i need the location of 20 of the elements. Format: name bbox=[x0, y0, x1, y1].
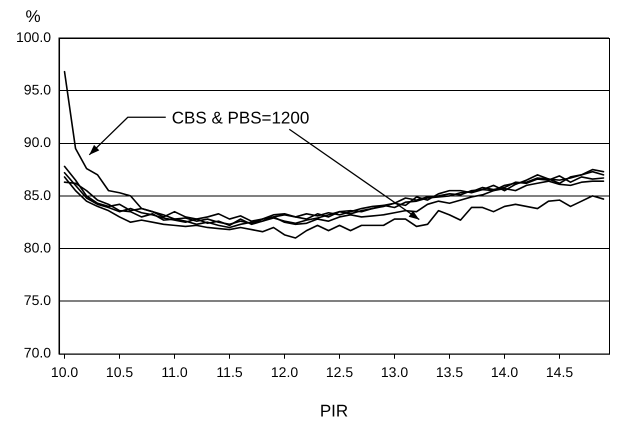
x-tick-label: 10.0 bbox=[50, 364, 78, 380]
y-tick-label: 70.0 bbox=[24, 344, 52, 361]
y-tick-label: 100.0 bbox=[16, 28, 52, 45]
x-tick-label: 13.0 bbox=[380, 364, 408, 380]
x-tick-label: 11.5 bbox=[216, 364, 243, 380]
y-tick-label: 75.0 bbox=[24, 292, 52, 308]
x-tick-label: 11.0 bbox=[161, 364, 188, 380]
x-tick-label: 12.5 bbox=[326, 364, 354, 380]
x-tick-label: 13.5 bbox=[436, 364, 464, 380]
x-axis-title: PIR bbox=[320, 401, 348, 420]
y-tick-label: 90.0 bbox=[24, 134, 52, 150]
x-tick-label: 12.0 bbox=[270, 364, 298, 380]
x-tick-label: 14.0 bbox=[490, 364, 518, 380]
x-tick-label: 10.5 bbox=[106, 364, 134, 380]
y-axis-title: % bbox=[25, 7, 41, 26]
y-tick-label: 80.0 bbox=[24, 239, 52, 256]
x-tick-label: 14.5 bbox=[546, 364, 574, 380]
y-tick-label: 85.0 bbox=[24, 186, 52, 203]
annotation: CBS & PBS=1200 bbox=[172, 108, 310, 128]
y-tick-label: 95.0 bbox=[24, 81, 52, 98]
